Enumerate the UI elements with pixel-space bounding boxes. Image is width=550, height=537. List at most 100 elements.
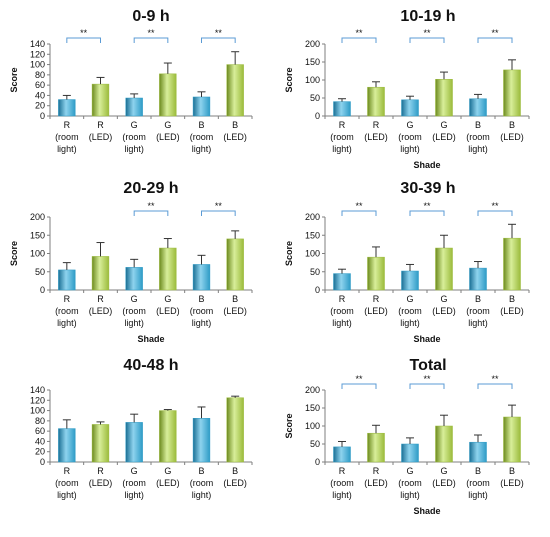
significance-label: ** — [147, 28, 155, 38]
significance-label: ** — [491, 374, 499, 384]
x-category-label: (room — [190, 132, 214, 142]
bar — [469, 267, 487, 291]
x-category-label: (room — [398, 478, 422, 488]
x-category-label: (room — [122, 478, 146, 488]
y-tick-label: 80 — [35, 416, 45, 426]
significance-bracket — [133, 210, 169, 216]
significance-bracket — [409, 210, 445, 216]
significance-bracket — [477, 210, 513, 216]
x-category-label: (LED) — [500, 306, 524, 316]
x-category-label: light) — [400, 490, 420, 500]
x-category-label: light) — [468, 490, 488, 500]
bar — [226, 397, 244, 463]
x-category-label: light) — [124, 490, 144, 500]
chart-panel-2: 20-29 h 0 50 100 150 200 Score R (room light) R (LE… — [9, 180, 253, 344]
y-tick-label: 20 — [35, 101, 45, 111]
x-category-label: (room — [466, 132, 490, 142]
x-category-label: G — [406, 294, 413, 304]
bar — [192, 96, 211, 117]
y-tick-label: 50 — [310, 439, 320, 449]
x-category-label: G — [440, 466, 447, 476]
x-category-label: B — [475, 294, 481, 304]
x-category-label: light) — [400, 144, 420, 154]
x-category-label: (LED) — [432, 306, 456, 316]
y-axis-title: Score — [284, 67, 294, 92]
x-category-label: (LED) — [156, 478, 180, 488]
x-category-label: (room — [398, 306, 422, 316]
y-tick-label: 100 — [30, 406, 45, 416]
y-tick-label: 150 — [305, 57, 320, 67]
x-category-label: B — [198, 120, 204, 130]
x-category-label: (LED) — [364, 478, 388, 488]
x-category-label: (LED) — [223, 132, 247, 142]
y-axis-title: Score — [284, 241, 294, 266]
x-category-label: B — [475, 120, 481, 130]
x-category-label: (room — [190, 478, 214, 488]
bar — [226, 238, 244, 291]
x-category-label: light) — [192, 318, 212, 328]
x-category-label: (LED) — [223, 306, 247, 316]
y-tick-label: 80 — [35, 70, 45, 80]
x-category-label: G — [406, 466, 413, 476]
y-tick-label: 140 — [30, 385, 45, 395]
x-category-label: light) — [468, 318, 488, 328]
x-category-label: light) — [57, 490, 77, 500]
y-tick-label: 150 — [305, 230, 320, 240]
y-tick-label: 100 — [30, 249, 45, 259]
chart-title: 40-48 h — [123, 357, 178, 374]
bar — [435, 425, 453, 463]
x-category-label: B — [509, 120, 515, 130]
y-tick-label: 0 — [40, 285, 45, 295]
bar — [125, 97, 143, 117]
x-category-label: B — [509, 294, 515, 304]
y-tick-label: 120 — [30, 395, 45, 405]
x-category-label: R — [64, 120, 71, 130]
x-category-label: light) — [332, 490, 352, 500]
x-category-label: (room — [398, 132, 422, 142]
x-category-label: light) — [57, 144, 77, 154]
x-category-label: G — [164, 294, 171, 304]
significance-bracket — [477, 37, 513, 43]
bar — [333, 273, 351, 291]
chart-panel-3: 30-39 h 0 50 100 150 200 Score R (room light) R (LE… — [284, 180, 530, 344]
y-axis-title: Score — [9, 241, 19, 266]
y-tick-label: 200 — [305, 39, 320, 49]
significance-bracket — [409, 383, 445, 389]
x-category-label: G — [164, 120, 171, 130]
x-category-label: (room — [330, 478, 354, 488]
bar — [125, 422, 143, 463]
x-category-label: R — [373, 466, 380, 476]
x-axis-title: Shade — [413, 334, 440, 344]
x-category-label: (room — [466, 478, 490, 488]
y-tick-label: 200 — [305, 385, 320, 395]
x-axis-title: Shade — [413, 160, 440, 170]
y-axis-title: Score — [9, 67, 19, 92]
x-category-label: (LED) — [89, 306, 113, 316]
x-category-label: (LED) — [156, 132, 180, 142]
y-tick-label: 150 — [305, 403, 320, 413]
significance-label: ** — [355, 28, 363, 38]
x-category-label: R — [339, 120, 346, 130]
x-category-label: (LED) — [432, 132, 456, 142]
y-tick-label: 50 — [35, 267, 45, 277]
y-tick-label: 40 — [35, 90, 45, 100]
x-category-label: (LED) — [500, 478, 524, 488]
y-tick-label: 60 — [35, 426, 45, 436]
bar — [503, 416, 521, 463]
bar — [192, 264, 211, 291]
x-category-label: light) — [400, 318, 420, 328]
chart-panel-5: Total 0 50 100 150 200 Score R (room light) R (LED)… — [284, 357, 530, 516]
x-category-label: (LED) — [364, 132, 388, 142]
bar — [91, 256, 110, 291]
significance-bracket — [477, 383, 513, 389]
significance-bracket — [341, 383, 377, 389]
y-tick-label: 140 — [30, 39, 45, 49]
y-tick-label: 100 — [305, 75, 320, 85]
y-tick-label: 0 — [40, 111, 45, 121]
y-tick-label: 100 — [305, 249, 320, 259]
x-category-label: (LED) — [432, 478, 456, 488]
y-tick-label: 0 — [315, 285, 320, 295]
bar — [401, 443, 419, 463]
y-tick-label: 0 — [315, 457, 320, 467]
